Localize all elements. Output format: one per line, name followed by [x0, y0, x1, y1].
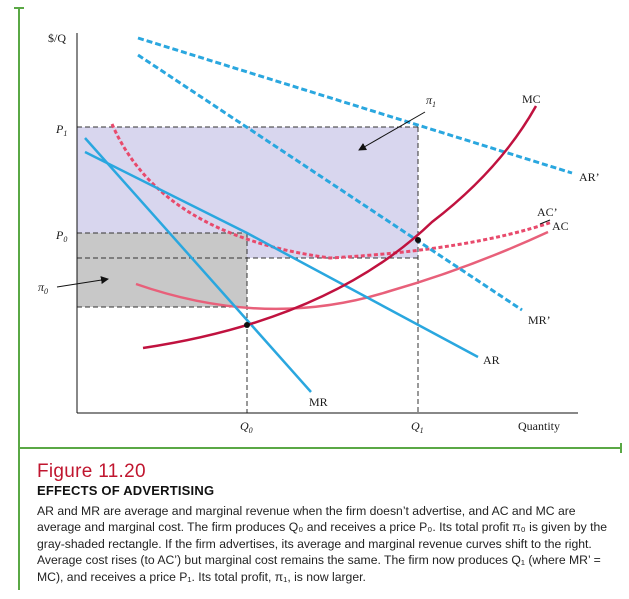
y-axis-label: $/Q — [48, 31, 66, 45]
figure-body-text: AR and MR are average and marginal reven… — [37, 504, 608, 584]
ac-prime-leader — [539, 219, 551, 225]
figure-label: Figure 11.20 — [37, 461, 146, 482]
figure-caption: Figure 11.20 EFFECTS OF ADVERTISING AR a… — [37, 462, 617, 585]
tick-q1: Q1 — [411, 419, 424, 435]
tick-q0: Q0 — [240, 419, 253, 435]
label-mr: MR — [309, 395, 328, 409]
ac-prime-curve — [110, 123, 553, 260]
pi0-arrow — [56, 276, 109, 288]
ar-prime-curve — [137, 36, 573, 175]
profit-pi0-rectangle — [77, 233, 247, 307]
mr-curve — [84, 137, 312, 393]
ac-curve — [135, 230, 549, 311]
figure-title: EFFECTS OF ADVERTISING — [37, 483, 215, 498]
label-ac-prime: AC’ — [537, 205, 558, 219]
mc-curve — [142, 105, 538, 350]
pi1-arrow — [358, 111, 426, 151]
label-mr-prime: MR’ — [528, 313, 551, 327]
label-pi1: π1 — [426, 93, 436, 109]
tick-pi0: π0 — [38, 280, 48, 296]
equilibrium-q0-dot — [244, 322, 250, 328]
label-ar: AR — [483, 353, 500, 367]
equilibrium-q1-dot — [415, 237, 421, 243]
tick-p1: P1 — [55, 122, 67, 138]
label-mc: MC — [522, 92, 541, 106]
label-ar-prime: AR’ — [579, 170, 600, 184]
label-ac: AC — [552, 219, 569, 233]
ar-curve — [84, 150, 479, 359]
tick-p0: P0 — [55, 228, 67, 244]
mr-prime-curve — [137, 53, 523, 312]
x-axis-label: Quantity — [518, 419, 560, 433]
